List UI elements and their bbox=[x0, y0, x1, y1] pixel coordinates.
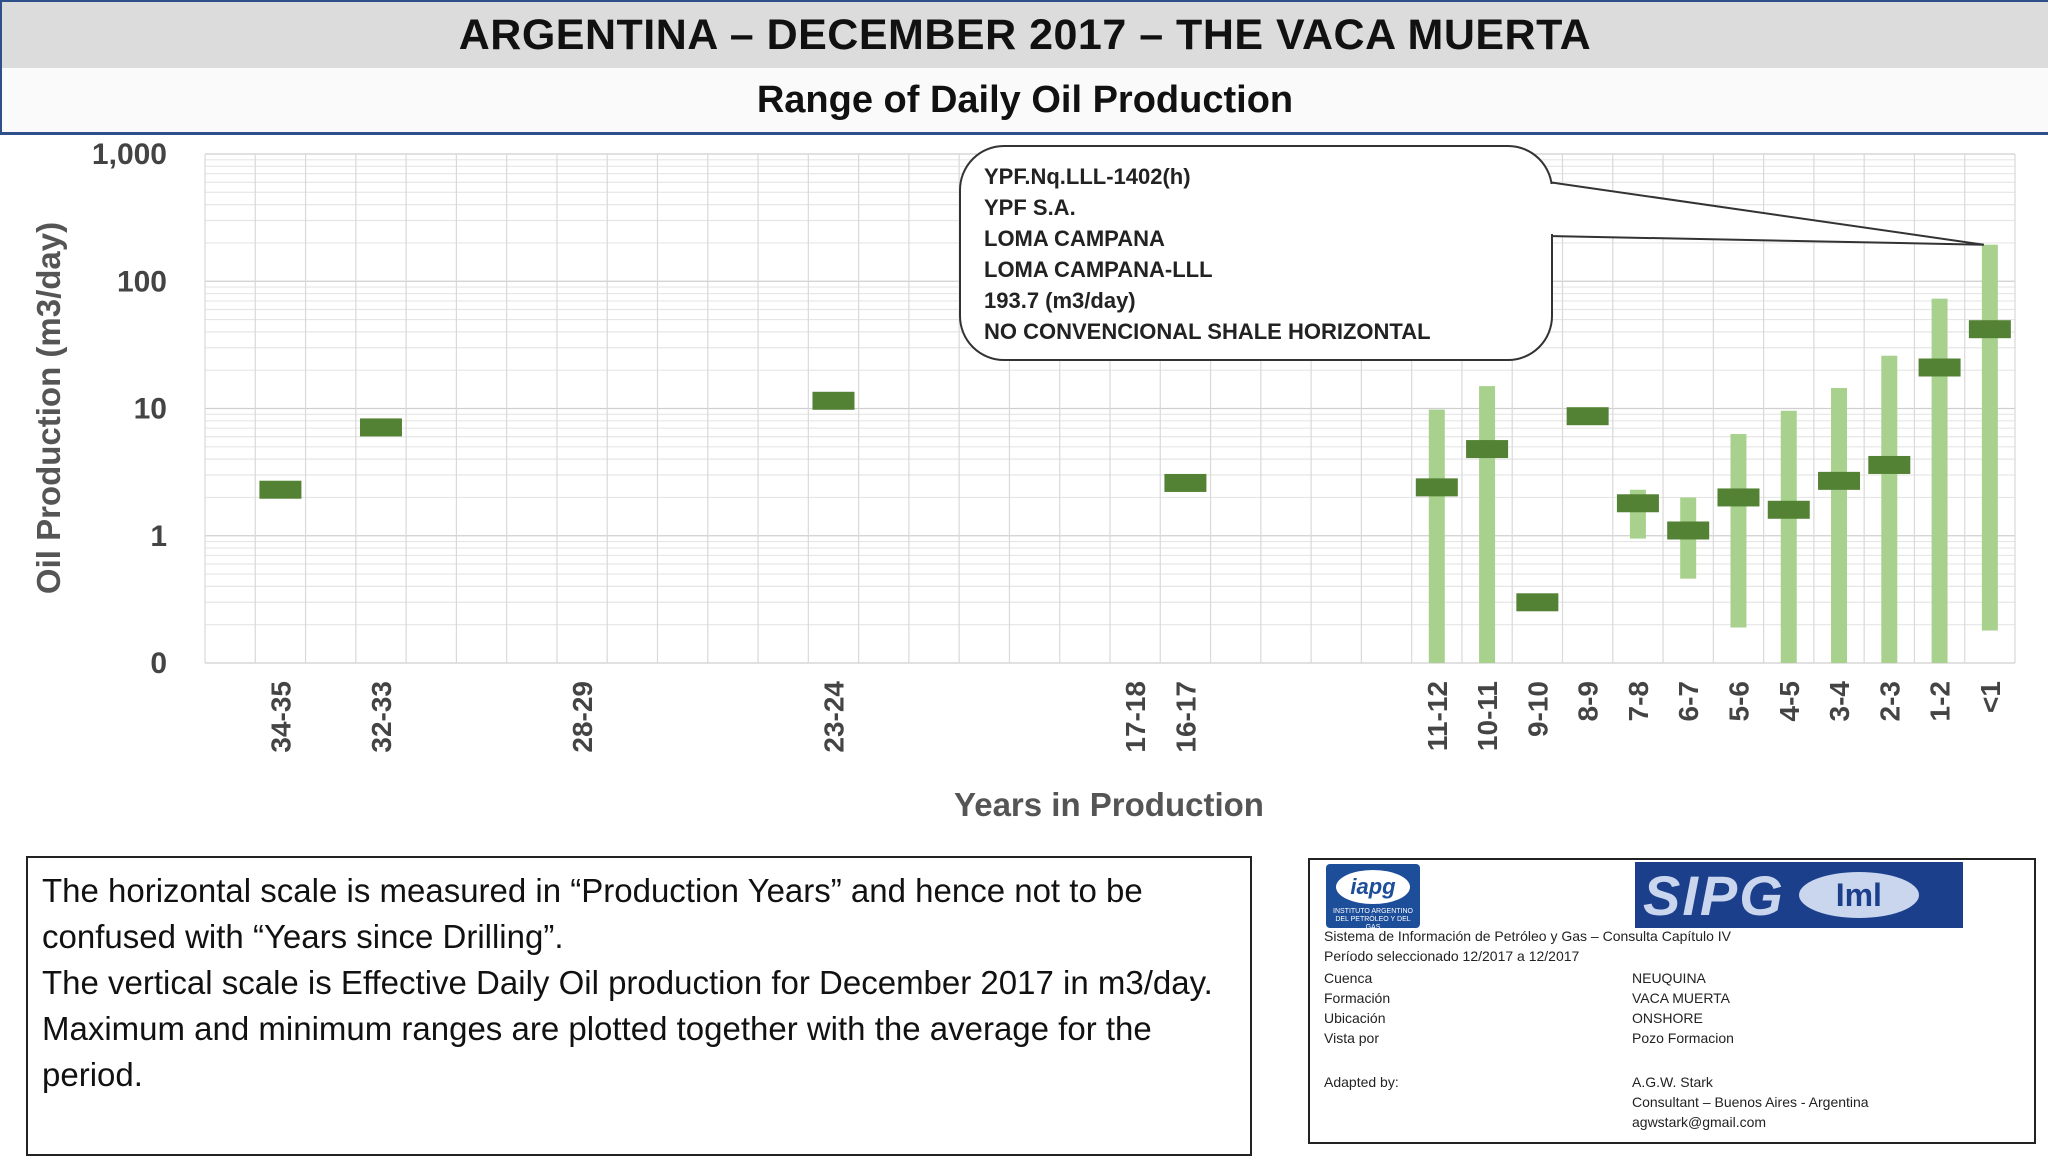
average-marker bbox=[1466, 440, 1509, 459]
source-info-box: iapg INSTITUTO ARGENTINO DEL PETRÓLEO Y … bbox=[1308, 858, 2036, 1144]
y-tick-label: 100 bbox=[117, 265, 167, 298]
average-marker bbox=[1868, 455, 1911, 474]
iapg-logo: iapg INSTITUTO ARGENTINO DEL PETRÓLEO Y … bbox=[1326, 864, 1420, 931]
y-tick-label: 0 bbox=[150, 647, 167, 680]
average-marker bbox=[1566, 407, 1609, 426]
x-tick-label: 34-35 bbox=[265, 681, 296, 753]
range-bar bbox=[1981, 244, 1998, 631]
note-2: The vertical scale is Effective Daily Oi… bbox=[42, 964, 1213, 1001]
x-tick-label: <1 bbox=[1975, 681, 2006, 713]
y-axis-ticks: 0 1 10 100 1,000 bbox=[92, 138, 167, 680]
info-adapted-email: agwstark@gmail.com bbox=[1632, 1114, 1767, 1130]
chart-bars bbox=[1428, 244, 1998, 663]
y-tick-label: 1 bbox=[150, 520, 167, 553]
x-axis-label: Years in Production bbox=[954, 786, 1264, 823]
average-marker bbox=[1918, 358, 1961, 377]
callout-text-line: NO CONVENCIONAL SHALE HORIZONTAL bbox=[984, 319, 1431, 344]
info-value-vista: Pozo Formacion bbox=[1632, 1030, 1734, 1046]
x-tick-label: 10-11 bbox=[1472, 681, 1503, 751]
average-marker bbox=[1415, 478, 1458, 497]
info-line-2: Período seleccionado 12/2017 a 12/2017 bbox=[1324, 948, 1580, 964]
info-label-ubicacion: Ubicación bbox=[1324, 1010, 1386, 1026]
info-label-vista: Vista por bbox=[1324, 1030, 1379, 1046]
info-adapted-label: Adapted by: bbox=[1324, 1074, 1399, 1090]
iapg-logo-text: iapg bbox=[1350, 874, 1396, 899]
x-tick-label: 7-8 bbox=[1623, 681, 1654, 721]
x-tick-label: 5-6 bbox=[1723, 681, 1754, 721]
average-marker bbox=[1968, 320, 2011, 339]
chart-subtitle: Range of Daily Oil Production bbox=[756, 78, 1294, 121]
sipg-logo-mark: Iml bbox=[1835, 876, 1882, 913]
info-adapted-role: Consultant – Buenos Aires - Argentina bbox=[1632, 1094, 1869, 1110]
info-value-formacion: VACA MUERTA bbox=[1632, 990, 1731, 1006]
title-band: ARGENTINA – DECEMBER 2017 – THE VACA MUE… bbox=[0, 0, 2048, 70]
range-bar bbox=[1881, 355, 1898, 663]
average-marker bbox=[1818, 471, 1861, 490]
callout-box bbox=[959, 145, 1553, 361]
x-tick-label: 16-17 bbox=[1170, 681, 1201, 753]
y-tick-label: 10 bbox=[134, 393, 167, 426]
subtitle-band: Range of Daily Oil Production bbox=[0, 68, 2048, 135]
average-marker bbox=[1667, 521, 1710, 540]
info-value-ubicacion: ONSHORE bbox=[1632, 1010, 1703, 1026]
notes-box: The horizontal scale is measured in “Pro… bbox=[26, 856, 1252, 1156]
average-marker bbox=[1767, 500, 1810, 519]
x-tick-label: 11-12 bbox=[1422, 681, 1453, 751]
range-bar bbox=[1428, 409, 1445, 663]
x-tick-label: 32-33 bbox=[366, 681, 397, 753]
x-tick-label: 9-10 bbox=[1522, 681, 1553, 737]
info-line-1: Sistema de Información de Petróleo y Gas… bbox=[1324, 928, 1731, 944]
range-bar bbox=[1831, 387, 1848, 663]
average-marker bbox=[359, 418, 402, 437]
annotation-callout: YPF.Nq.LLL-1402(h) YPF S.A. LOMA CAMPANA LO… bbox=[959, 145, 1985, 361]
info-label-cuenca: Cuenca bbox=[1324, 970, 1373, 986]
chart-means bbox=[259, 320, 2011, 612]
x-tick-label: 28-29 bbox=[567, 681, 598, 753]
x-tick-label: 8-9 bbox=[1573, 681, 1604, 721]
average-marker bbox=[1516, 593, 1559, 612]
range-bar bbox=[1780, 410, 1797, 663]
average-marker bbox=[812, 391, 855, 410]
average-marker bbox=[1616, 494, 1659, 513]
range-bar bbox=[1931, 298, 1948, 663]
callout-text-line: 193.7 (m3/day) bbox=[984, 288, 1136, 313]
sipg-logo: SIPG Iml bbox=[1635, 862, 1963, 928]
range-chart: 0 1 10 100 1,000 34-35 32-33 28-29 23-24 17-18 16… bbox=[30, 138, 2016, 823]
callout-text-line: LOMA CAMPANA-LLL bbox=[984, 257, 1213, 282]
x-tick-label: 3-4 bbox=[1824, 681, 1855, 722]
x-tick-label: 1-2 bbox=[1925, 681, 1956, 721]
callout-text-line: YPF S.A. bbox=[984, 195, 1076, 220]
sipg-logo-text: SIPG bbox=[1643, 863, 1785, 927]
x-axis-ticks: 34-35 32-33 28-29 23-24 17-18 16-17 11-12 10-11… bbox=[265, 681, 2005, 753]
note-3: Maximum and minimum ranges are plotted t… bbox=[42, 1010, 1152, 1093]
y-axis-label: Oil Production (m3/day) bbox=[30, 222, 67, 594]
range-bar bbox=[1479, 386, 1496, 663]
callout-text-line: YPF.Nq.LLL-1402(h) bbox=[984, 164, 1191, 189]
y-tick-label: 1,000 bbox=[92, 138, 167, 171]
x-tick-label: 2-3 bbox=[1874, 681, 1905, 721]
page-title: ARGENTINA – DECEMBER 2017 – THE VACA MUE… bbox=[458, 10, 1592, 59]
x-tick-label: 17-18 bbox=[1120, 681, 1151, 753]
average-marker bbox=[1717, 488, 1760, 507]
x-tick-label: 4-5 bbox=[1774, 681, 1805, 721]
average-marker bbox=[1164, 473, 1207, 492]
info-adapted-name: A.G.W. Stark bbox=[1632, 1074, 1713, 1090]
average-marker bbox=[259, 480, 302, 499]
x-tick-label: 6-7 bbox=[1673, 681, 1704, 721]
x-tick-label: 23-24 bbox=[818, 681, 849, 753]
iapg-logo-subtext: INSTITUTO ARGENTINO DEL PETRÓLEO Y DEL G… bbox=[1333, 908, 1413, 931]
callout-text-line: LOMA CAMPANA bbox=[984, 226, 1165, 251]
note-1: The horizontal scale is measured in “Pro… bbox=[42, 872, 1143, 955]
range-bar bbox=[1730, 434, 1747, 628]
info-value-cuenca: NEUQUINA bbox=[1632, 970, 1706, 986]
callout-joint bbox=[1544, 184, 1556, 234]
info-label-formacion: Formación bbox=[1324, 990, 1391, 1006]
